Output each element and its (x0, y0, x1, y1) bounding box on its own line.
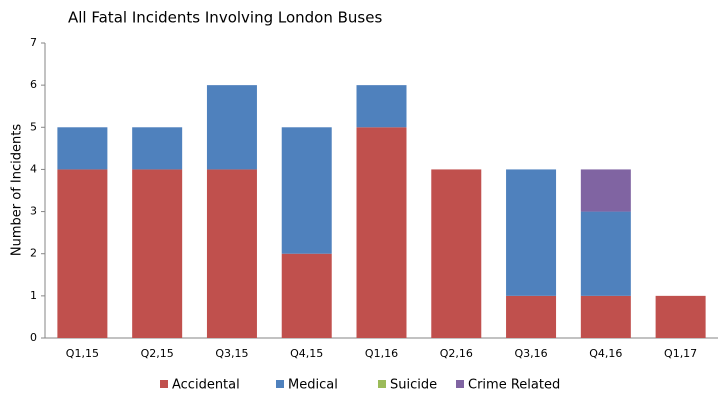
legend-swatch (276, 380, 284, 388)
legend-swatch (456, 380, 464, 388)
bar-segment (506, 295, 557, 338)
x-tick-label: Q3,16 (514, 347, 547, 360)
bar-segment (132, 127, 183, 170)
bar-segment (431, 169, 482, 338)
x-tick-label: Q1,17 (664, 347, 697, 360)
bar-segment (356, 85, 407, 128)
bar-segment (356, 127, 407, 339)
chart-title: All Fatal Incidents Involving London Bus… (68, 9, 382, 27)
bar-segment (57, 169, 108, 338)
y-tick-label: 2 (30, 247, 37, 260)
bar-segment (206, 169, 257, 338)
legend-label: Accidental (172, 378, 240, 393)
y-tick-label: 0 (30, 331, 37, 344)
x-tick-label: Q3,15 (215, 347, 248, 360)
y-tick-label: 1 (30, 289, 37, 302)
y-tick-label: 7 (30, 36, 37, 49)
bar-segment (57, 127, 108, 170)
x-tick-label: Q1,16 (365, 347, 398, 360)
legend-label: Crime Related (468, 378, 560, 393)
x-tick-label: Q2,15 (141, 347, 174, 360)
bar-segment (580, 169, 631, 212)
legend-label: Suicide (390, 378, 437, 393)
y-tick-label: 3 (30, 205, 37, 218)
bar-segment (132, 169, 183, 338)
legend-label: Medical (288, 378, 338, 393)
bar-segment (580, 211, 631, 296)
bar-segment (580, 295, 631, 338)
y-tick-label: 5 (30, 120, 37, 133)
y-axis-label: Number of Incidents (10, 124, 25, 256)
y-tick-label: 6 (30, 78, 37, 91)
x-tick-label: Q1,15 (66, 347, 99, 360)
bar-segment (281, 253, 332, 338)
legend-swatch (378, 380, 386, 388)
y-tick-label: 4 (30, 162, 37, 175)
legend-swatch (160, 380, 168, 388)
x-tick-label: Q2,16 (440, 347, 473, 360)
x-tick-label: Q4,16 (589, 347, 622, 360)
bar-segment (206, 85, 257, 170)
bar-segment (506, 169, 557, 296)
bar-segment (655, 295, 706, 338)
x-tick-label: Q4,15 (290, 347, 323, 360)
bar-segment (281, 127, 332, 254)
